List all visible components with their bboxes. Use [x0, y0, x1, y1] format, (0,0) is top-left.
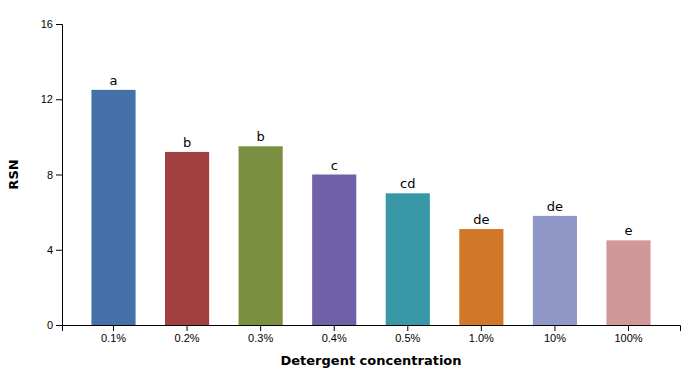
tick-mark: [628, 325, 629, 331]
axis-line: [63, 326, 681, 332]
tick: 16: [41, 18, 62, 30]
axis-line: [56, 25, 63, 326]
tick-label: 12: [41, 93, 53, 105]
tick-label: 10%: [544, 332, 566, 344]
annotation: cd: [400, 176, 415, 191]
tick-mark: [56, 99, 62, 100]
tick-label: 0.3%: [248, 332, 273, 344]
tick-label: 16: [41, 18, 53, 30]
tick-mark: [260, 325, 261, 331]
bar: [459, 229, 503, 325]
tick-label: 0.5%: [395, 332, 420, 344]
y-axis-title: RSN: [6, 159, 21, 189]
annotation: a: [110, 73, 118, 88]
tick-mark: [56, 250, 62, 251]
bar: [239, 146, 283, 325]
tick-mark: [56, 24, 62, 25]
x-axis-title: Detergent concentration: [280, 353, 461, 368]
annotation: c: [331, 158, 338, 173]
tick: 1.0%: [469, 325, 494, 344]
tick: 10%: [544, 325, 566, 344]
annotations: a b b c cd de de e: [110, 73, 633, 239]
tick-mark: [187, 325, 188, 331]
tick: 4: [47, 244, 62, 256]
tick-label: 4: [47, 244, 53, 256]
tick: 100%: [614, 325, 642, 344]
tick: 0.4%: [322, 325, 347, 344]
tick: 8: [47, 169, 62, 181]
bar: [312, 175, 356, 326]
tick-mark: [407, 325, 408, 331]
tick-mark: [554, 325, 555, 331]
tick-mark: [481, 325, 482, 331]
bar: [606, 240, 650, 325]
tick-mark: [56, 325, 62, 326]
annotation: e: [625, 223, 633, 238]
plot: 0.1% 0.2% 0.3% 0.4% 0.5% 1.0% 10% 100% 0 4 8 12 16 a b…: [41, 18, 681, 344]
annotation: de: [547, 199, 563, 214]
y-axis: 0 4 8 12 16: [41, 18, 63, 331]
tick: 0.2%: [175, 325, 200, 344]
chart: 0.1% 0.2% 0.3% 0.4% 0.5% 1.0% 10% 100% 0 4 8 12 16 a b…: [0, 0, 700, 377]
tick: 0.5%: [395, 325, 420, 344]
tick-mark: [56, 175, 62, 176]
annotation: b: [183, 135, 191, 150]
bar: [165, 152, 209, 325]
annotation: b: [257, 129, 265, 144]
bar: [533, 216, 577, 325]
annotation: de: [473, 212, 489, 227]
tick-mark: [113, 325, 114, 331]
tick-label: 0.2%: [175, 332, 200, 344]
bar: [91, 90, 135, 325]
bar: [386, 193, 430, 325]
tick-label: 0.4%: [322, 332, 347, 344]
tick-label: 0.1%: [101, 332, 126, 344]
tick-label: 8: [47, 169, 53, 181]
tick: 0.1%: [101, 325, 126, 344]
tick-label: 0: [47, 319, 53, 331]
bars: [91, 90, 650, 325]
tick: 0: [47, 319, 62, 331]
tick-mark: [334, 325, 335, 331]
tick: 0.3%: [248, 325, 273, 344]
tick: 12: [41, 93, 62, 105]
tick-label: 1.0%: [469, 332, 494, 344]
x-axis: 0.1% 0.2% 0.3% 0.4% 0.5% 1.0% 10% 100%: [63, 325, 681, 344]
tick-label: 100%: [614, 332, 642, 344]
